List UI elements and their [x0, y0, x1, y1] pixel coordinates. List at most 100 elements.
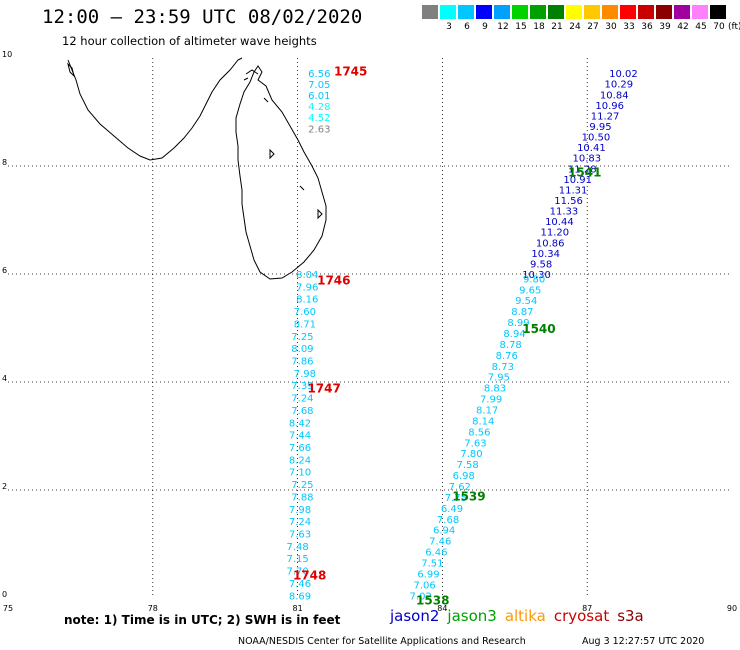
- colorbar-label: 24: [569, 22, 581, 32]
- colorbar-cell: [584, 5, 601, 19]
- colorbar-cell: [494, 5, 511, 19]
- legend-altika: altika: [504, 607, 546, 625]
- colorbar-label: 70: [713, 22, 725, 32]
- swh-value: 8.78: [500, 340, 522, 351]
- swh-value: 7.06: [413, 580, 435, 591]
- swh-value: 10.29: [605, 80, 634, 91]
- pass-time-label: 1539: [452, 489, 485, 503]
- footer-timestamp: Aug 3 12:27:57 UTC 2020: [582, 636, 705, 647]
- pass-time-label: 1748: [293, 568, 326, 582]
- swh-value: 6.94: [433, 526, 455, 537]
- colorbar-unit: (ft): [728, 22, 740, 32]
- map-title: 12:00 – 23:59 UTC 08/02/2020: [42, 6, 363, 28]
- colorbar-cell: [566, 5, 583, 19]
- pass-time-label: 1538: [416, 594, 449, 608]
- colorbar-cell: [422, 5, 439, 19]
- legend-jason3: jason3: [447, 607, 497, 625]
- colorbar-cell: [440, 5, 457, 19]
- footer-credit: NOAA/NESDIS Center for Satellite Applica…: [238, 636, 526, 647]
- swh-value: 7.10: [289, 468, 311, 479]
- swh-value: 7.58: [456, 460, 478, 471]
- x-tick-label: 81: [292, 604, 303, 613]
- swh-value: 8.73: [492, 362, 514, 373]
- swh-value: 7.44: [289, 431, 311, 442]
- swh-value: 7.66: [289, 443, 311, 454]
- colorbar-label: 21: [551, 22, 563, 32]
- swh-value: 9.65: [519, 285, 541, 296]
- india-coast-inlet: [67, 62, 75, 78]
- altimeter-tracks: 6.567.056.014.284.522.63 8.047.96 8.167.60…: [286, 65, 637, 608]
- swh-value: 7.86: [291, 357, 313, 368]
- swh-value: 4.52: [308, 113, 330, 124]
- colorbar-label: 33: [623, 22, 635, 32]
- swh-value: 10.02: [609, 69, 638, 80]
- pass-time-label: 1541: [568, 165, 601, 179]
- swh-value: 9.58: [530, 259, 552, 270]
- swh-value: 7.46: [289, 579, 311, 590]
- swh-value: 7.02: [410, 591, 432, 602]
- colorbar-cell: [638, 5, 655, 19]
- swh-value: 8.71: [294, 319, 316, 330]
- swh-value: 10.96: [595, 101, 624, 112]
- colorbar-cell: [656, 5, 673, 19]
- india-coast-tip: [67, 57, 243, 161]
- swh-value: 8.09: [291, 344, 313, 355]
- swh-value: 10.44: [545, 217, 574, 228]
- colorbar-label: 36: [641, 22, 653, 32]
- y-tick-label: 8: [2, 158, 8, 167]
- swh-value: 8.87: [511, 307, 533, 318]
- swh-value: 7.70: [286, 567, 308, 578]
- x-tick-label: 90: [726, 604, 738, 613]
- swh-value: 10.84: [600, 90, 629, 101]
- legend-s3a: s3a: [617, 607, 644, 625]
- satellite-legend: jason2 jason3 altika cryosat s3a: [390, 607, 652, 625]
- swh-value: 10.41: [577, 143, 606, 154]
- swh-value: 7.80: [460, 449, 482, 460]
- swh-value: 9.80: [523, 274, 545, 285]
- swh-value: 10.86: [536, 238, 565, 249]
- swh-value: 8.17: [476, 405, 498, 416]
- swh-value: 7.62: [449, 482, 471, 493]
- sri-lanka-outline: [235, 65, 327, 280]
- swh-value: 4.28: [308, 102, 330, 113]
- swh-value: 7.46: [429, 537, 451, 548]
- colorbar-label: 27: [587, 22, 599, 32]
- swh-value: 7.95: [488, 373, 510, 384]
- swh-value: 10.30: [522, 270, 551, 281]
- swh-value: 6.56: [308, 69, 330, 80]
- swh-value: 10.50: [582, 133, 611, 144]
- swh-value: 10.34: [531, 249, 560, 260]
- swh-value: 11.28: [568, 164, 597, 175]
- swh-value: 8.16: [296, 295, 318, 306]
- colorbar-label: 9: [482, 22, 488, 32]
- swh-value: 7.39: [291, 381, 313, 392]
- swh-value: 8.94: [503, 329, 525, 340]
- sri-lanka-coastline: [67, 57, 327, 280]
- swh-value: 7.15: [286, 554, 308, 565]
- colorbar-label: 42: [677, 22, 689, 32]
- colorbar-cell: [674, 5, 691, 19]
- swh-value: 11.27: [591, 111, 620, 122]
- swh-value: 7.25: [291, 332, 313, 343]
- colorbar-label: 12: [497, 22, 509, 32]
- colorbar-label: 18: [533, 22, 545, 32]
- swh-value: 7.75: [445, 493, 467, 504]
- colorbar-cell: [458, 5, 475, 19]
- colorbar-cell: [620, 5, 637, 19]
- x-tick-label: 87: [582, 604, 593, 613]
- swh-value: 9.95: [589, 122, 611, 133]
- x-tick-label: 78: [147, 604, 158, 613]
- swh-value: 7.99: [480, 395, 502, 406]
- swh-value: 11.31: [559, 185, 588, 196]
- colorbar-cell: [710, 5, 727, 19]
- swh-value: 7.51: [421, 559, 443, 570]
- x-tick-label: 75: [2, 604, 14, 613]
- swh-value: 7.98: [289, 505, 311, 516]
- colorbar-label: 30: [605, 22, 617, 32]
- swh-value: 7.88: [291, 492, 313, 503]
- legend-cryosat: cryosat: [553, 607, 610, 625]
- colorbar-label: 6: [464, 22, 470, 32]
- swh-value: 11.33: [550, 207, 579, 218]
- swh-value: 7.60: [294, 307, 316, 318]
- swh-value: 6.98: [453, 471, 475, 482]
